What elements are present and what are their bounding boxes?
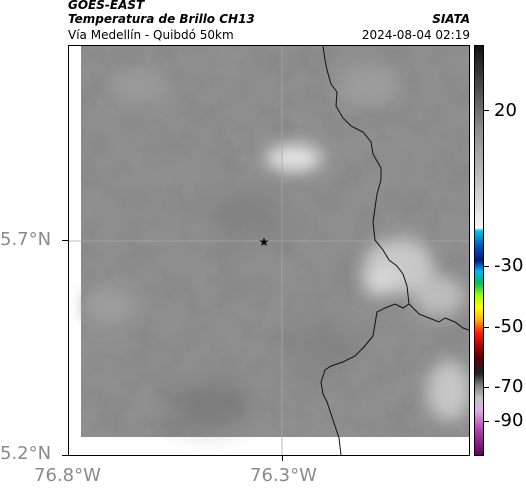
colorbar-label: -70: [494, 376, 524, 397]
star-icon: ★: [259, 235, 270, 249]
colorbar-label: -50: [494, 316, 524, 337]
satellite-title: GOES-EAST: [68, 0, 145, 12]
colorbar-tick: [484, 266, 489, 267]
lon-tick-label: 76.3°W: [250, 465, 317, 486]
colorbar-label: -30: [494, 255, 524, 276]
colorbar-tick: [484, 110, 489, 111]
product-title: Temperatura de Brillo CH13: [68, 12, 255, 26]
lat-tick-mark: [62, 240, 68, 241]
department-boundary-south: [320, 303, 410, 455]
region-subtitle: Vía Medellín - Quibdó 50km: [68, 28, 234, 42]
colorbar: [474, 45, 484, 456]
colorbar-label: -90: [494, 410, 524, 431]
colorbar-tick: [484, 327, 489, 328]
colorbar-tick: [484, 421, 489, 422]
colorbar-label: 20: [494, 100, 517, 121]
colorbar-tick: [484, 387, 489, 388]
lon-tick-mark: [282, 456, 283, 461]
lon-tick-label: 76.8°W: [34, 465, 101, 486]
satellite-map[interactable]: ★: [68, 45, 470, 456]
department-boundary: [322, 46, 469, 331]
lat-tick-mark: [62, 455, 68, 456]
timestamp-label: 2024-08-04 02:19: [361, 28, 470, 42]
lat-tick-label: 5.2°N: [0, 443, 52, 464]
map-canvas: ★: [69, 46, 469, 455]
cloud-patches: [84, 64, 469, 421]
organization-label: SIATA: [432, 12, 470, 26]
cloud-shadows: [169, 191, 354, 426]
lat-tick-label: 5.7°N: [0, 229, 52, 250]
